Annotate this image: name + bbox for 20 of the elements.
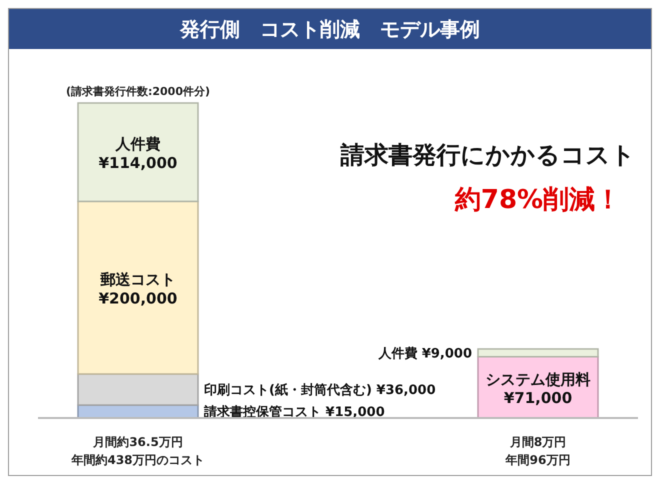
text: 印刷コスト(紙・封筒代含む) ¥36,000 <box>204 383 436 398</box>
data-label: ¥200,000 <box>98 289 178 308</box>
text: 年間96万円 <box>504 453 570 467</box>
x-tick-label: 月間約36.5万円 <box>92 435 183 449</box>
bar <box>77 200 199 375</box>
chart-title: 発行側 コスト削減 モデル事例 <box>179 17 480 41</box>
x-tick-label: 月間8万円 <box>508 435 566 449</box>
bar <box>477 348 599 358</box>
annotation: 約78%削減！ <box>454 185 622 215</box>
data-label: ¥114,000 <box>98 154 178 172</box>
text: 年間約438万円のコスト <box>70 453 205 467</box>
series-label: 郵送コスト <box>100 270 176 289</box>
text: (請求書発行件数:2000件分) <box>66 85 210 98</box>
bar <box>77 102 199 202</box>
annotation: 請求書発行にかかるコスト <box>340 141 636 169</box>
series-label: 人件費 <box>114 135 160 154</box>
data-label: ¥71,000 <box>504 389 572 408</box>
text: 人件費 ¥9,000 <box>378 346 472 362</box>
bar <box>77 373 199 406</box>
series-label: システム使用料 <box>486 370 590 388</box>
